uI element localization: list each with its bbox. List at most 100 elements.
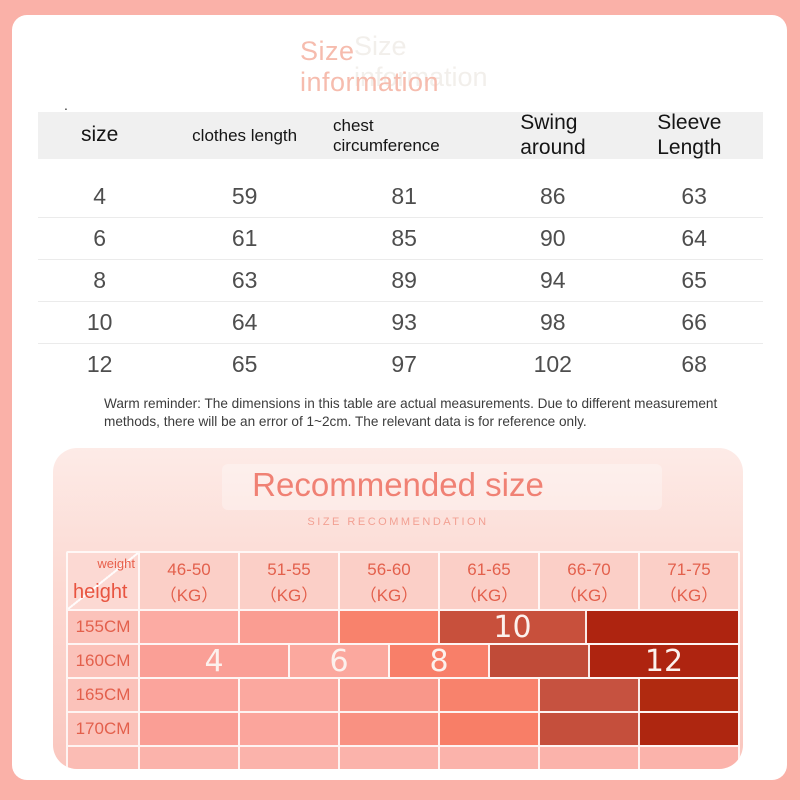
size-table-cell: 89: [391, 267, 417, 293]
size-table-cell: 66: [681, 309, 707, 335]
size-band: [490, 645, 590, 677]
size-table-cell: 64: [231, 309, 258, 335]
height-label: 160CM: [68, 645, 138, 677]
size-table-body: 4 59 81 86 63 6 61 85 90 64 8 63 89 94 65 10 64 93 98 66 12 6…: [38, 175, 763, 385]
footer-cell: [640, 747, 738, 769]
size-band: [340, 679, 440, 711]
size-band: [640, 679, 738, 711]
weight-unit: （KG）: [159, 585, 219, 605]
size-table-cell: 98: [539, 309, 566, 335]
size-table-column-header: Sleeve Length: [657, 111, 722, 159]
size-band-track: 10: [140, 609, 738, 645]
weight-unit: （KG）: [459, 585, 519, 605]
size-table-cell: 63: [681, 182, 707, 209]
size-table-column-header: clothes length: [192, 125, 298, 145]
size-number: 10: [493, 609, 532, 645]
size-table-cell: 81: [391, 182, 417, 209]
weight-unit: （KG）: [559, 585, 619, 605]
size-band: [340, 611, 440, 643]
size-table-cell: 61: [231, 225, 258, 251]
footer-cell: [240, 747, 338, 769]
size-table-cell: 102: [533, 351, 572, 377]
size-band: [587, 611, 738, 643]
size-info-title-line1: Size: [300, 36, 355, 66]
size-info-title-line2: information: [300, 66, 440, 97]
footer-cell: [140, 747, 238, 769]
size-band: [340, 713, 440, 745]
size-table-row: 10 64 93 98 66: [38, 301, 763, 343]
size-table-column-header: Swing around: [520, 111, 586, 159]
weight-range-header: 71-75 （KG）: [640, 553, 738, 609]
weight-range: 66-70: [567, 560, 611, 579]
size-band: 6: [290, 643, 390, 679]
size-table-cell: 8: [93, 267, 107, 293]
size-table-row: 8 63 89 94 65: [38, 259, 763, 301]
stray-dot: .: [64, 97, 68, 113]
corner-weight-label: weight: [97, 556, 135, 571]
size-band: [540, 679, 640, 711]
recommendation-row: 165CM: [68, 679, 738, 711]
recommendation-row: 170CM: [68, 713, 738, 745]
size-band: [240, 611, 340, 643]
size-table-cell: 93: [391, 309, 417, 335]
size-band: [240, 713, 340, 745]
size-band: 4: [140, 643, 290, 679]
size-table-cell: 63: [231, 267, 258, 293]
size-band: [240, 679, 340, 711]
size-table-cell: 10: [86, 309, 113, 335]
size-table-cell: 65: [231, 351, 258, 377]
size-table-cell: 90: [539, 225, 566, 251]
recommendation-body: 155CM 10 160CM 4 6 8 12 165CM 170CM: [68, 609, 738, 745]
footer-label-cell: [68, 747, 138, 769]
weight-range: 71-75: [667, 560, 711, 579]
weight-range-header: 61-65 （KG）: [440, 553, 538, 609]
weight-range-header: 51-55 （KG）: [240, 553, 338, 609]
weight-header-row: weight height 46-50 （KG） 51-55 （KG） 56-60 （KG…: [68, 553, 738, 609]
recommended-title-ghost: [222, 464, 662, 510]
weight-unit: （KG）: [359, 585, 419, 605]
weight-range-header: 46-50 （KG）: [140, 553, 238, 609]
weight-range-header: 56-60 （KG）: [340, 553, 438, 609]
size-number: 12: [644, 643, 684, 679]
size-table-column-header: chest circumference: [333, 115, 440, 155]
size-number: 4: [204, 643, 224, 679]
size-band: [140, 611, 240, 643]
reminder-text: Warm reminder: The dimensions in this ta…: [104, 396, 718, 429]
weight-range: 51-55: [267, 560, 311, 579]
size-table-cell: 94: [539, 267, 566, 293]
size-table-cell: 12: [86, 351, 113, 377]
size-table-cell: 65: [681, 267, 707, 293]
size-band-track: 4 6 8 12: [140, 643, 738, 679]
size-band: [440, 713, 540, 745]
recommendation-row: 155CM 10: [68, 609, 738, 645]
recommended-size-title: Recommended size: [252, 466, 544, 503]
size-table-cell: 86: [539, 182, 566, 209]
size-number: 6: [329, 643, 349, 679]
height-label: 155CM: [68, 611, 138, 643]
height-label: 170CM: [68, 713, 138, 745]
size-table-header: size clothes length chest circumference Swi…: [38, 111, 763, 159]
footer-cell: [340, 747, 438, 769]
size-table-cell: 59: [231, 182, 258, 209]
corner-cell: weight height: [68, 553, 138, 609]
footer-cell: [440, 747, 538, 769]
weight-range: 56-60: [367, 560, 411, 579]
size-table-cell: 4: [93, 182, 107, 209]
weight-range: 46-50: [167, 560, 211, 579]
recommended-size-card: Recommended size SIZE RECOMMENDATION wei…: [53, 448, 743, 769]
size-info-title: Size information: [300, 36, 439, 98]
size-table-row: 4 59 81 86 63: [38, 175, 763, 217]
size-table-cell: 6: [93, 225, 107, 251]
size-band: 10: [440, 609, 587, 645]
recommendation-table: weight height 46-50 （KG） 51-55 （KG） 56-60 （KG…: [66, 551, 740, 769]
size-table-cell: 68: [681, 351, 707, 377]
size-table-cell: 64: [681, 225, 707, 251]
size-band-track: [140, 679, 738, 711]
size-band: [440, 679, 540, 711]
size-table-column-header: size: [80, 123, 119, 147]
size-band: [140, 679, 240, 711]
size-band: 12: [590, 643, 738, 679]
size-band-track: [140, 713, 738, 745]
footer-cell: [540, 747, 638, 769]
